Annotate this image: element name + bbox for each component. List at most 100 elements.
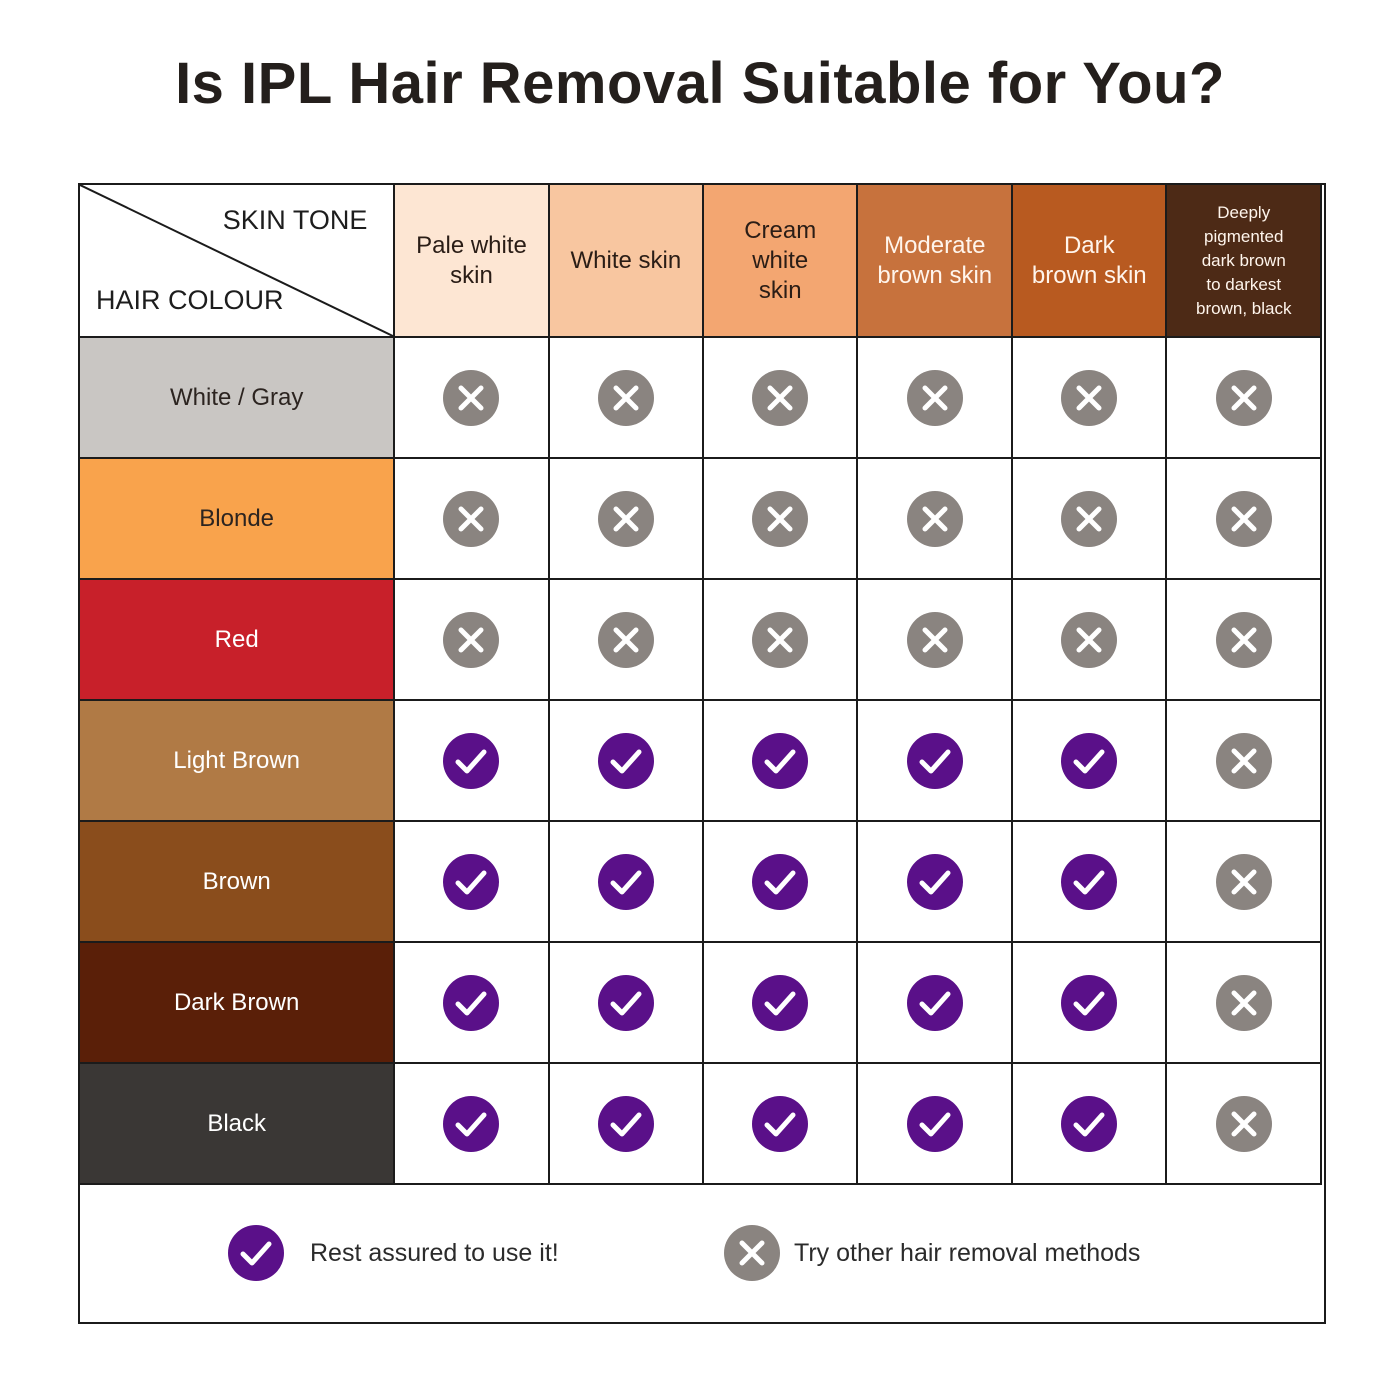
skin-tone-label-line: white bbox=[752, 246, 809, 274]
suitable-cell bbox=[856, 820, 1014, 943]
corner-header: SKIN TONE HAIR COLOUR bbox=[77, 183, 396, 338]
table-row: Light Brown bbox=[77, 699, 1322, 822]
hair-colour-label: Light Brown bbox=[173, 746, 301, 774]
check-circle-icon bbox=[443, 853, 500, 910]
cross-circle-icon bbox=[1215, 1095, 1272, 1152]
legend-unsuitable-text: Try other hair removal methods bbox=[794, 1238, 1141, 1267]
skin-tone-label-line: pigmented bbox=[1204, 226, 1284, 246]
diagonal-divider bbox=[81, 186, 393, 335]
suitable-cell bbox=[702, 699, 859, 822]
unsuitable-cell bbox=[1011, 578, 1168, 701]
hair-colour-swatch: Blonde bbox=[77, 457, 396, 580]
unsuitable-cell bbox=[393, 336, 550, 459]
skin-tone-header: Pale white skin bbox=[393, 183, 550, 338]
check-circle-icon bbox=[1061, 974, 1118, 1031]
unsuitable-cell bbox=[393, 457, 550, 580]
skin-tone-label-line: skin bbox=[758, 276, 802, 304]
suitability-chart: SKIN TONE HAIR COLOUR Pale white skin White … bbox=[77, 183, 1326, 1324]
suitable-cell bbox=[393, 1062, 550, 1185]
skin-tone-label-line: brown skin bbox=[1031, 261, 1147, 289]
cross-circle-icon bbox=[906, 611, 963, 668]
suitable-cell bbox=[1011, 699, 1168, 822]
suitable-cell bbox=[1011, 1062, 1168, 1185]
table-row: White / Gray bbox=[77, 336, 1322, 459]
cross-circle-icon bbox=[752, 611, 809, 668]
cross-circle-icon bbox=[597, 369, 654, 426]
skin-tone-header: Dark brown skin bbox=[1011, 183, 1168, 338]
table-row: Dark Brown bbox=[77, 941, 1322, 1064]
unsuitable-cell bbox=[702, 336, 859, 459]
cross-circle-icon bbox=[1061, 611, 1118, 668]
check-circle-icon bbox=[752, 853, 809, 910]
cross-circle-icon bbox=[906, 490, 963, 547]
suitable-cell bbox=[547, 1062, 705, 1185]
suitable-cell bbox=[1011, 941, 1168, 1064]
suitable-cell bbox=[702, 941, 859, 1064]
check-circle-icon bbox=[752, 1095, 809, 1152]
check-circle-icon bbox=[597, 1095, 654, 1152]
skin-tone-label-line: brown, black bbox=[1196, 298, 1292, 318]
check-circle-icon bbox=[1061, 1095, 1118, 1152]
skin-tone-label-line: Moderate bbox=[884, 231, 986, 259]
hair-colour-swatch: Dark Brown bbox=[77, 941, 396, 1064]
skin-tone-label-line: brown skin bbox=[877, 261, 993, 289]
suitable-cell bbox=[547, 820, 705, 943]
suitable-cell bbox=[393, 699, 550, 822]
skin-tone-header: Cream white skin bbox=[702, 183, 859, 338]
unsuitable-cell bbox=[1011, 336, 1168, 459]
suitable-cell bbox=[702, 820, 859, 943]
table-row: Brown bbox=[77, 820, 1322, 943]
check-circle-icon bbox=[597, 732, 654, 789]
legend-item-unsuitable: Try other hair removal methods bbox=[724, 1225, 1140, 1281]
suitable-cell bbox=[856, 1062, 1014, 1185]
suitable-cell bbox=[856, 699, 1014, 822]
cross-circle-icon bbox=[597, 611, 654, 668]
page-title: Is IPL Hair Removal Suitable for You? bbox=[175, 51, 1225, 116]
check-circle-icon bbox=[752, 732, 809, 789]
check-circle-icon bbox=[906, 853, 963, 910]
hair-colour-swatch: White / Gray bbox=[77, 336, 396, 459]
hair-colour-swatch: Brown bbox=[77, 820, 396, 943]
unsuitable-cell bbox=[393, 578, 550, 701]
unsuitable-cell bbox=[547, 336, 705, 459]
hair-colour-label: Red bbox=[214, 625, 259, 653]
unsuitable-cell bbox=[547, 578, 705, 701]
skin-tone-label-line: to darkest bbox=[1206, 274, 1282, 294]
cross-circle-icon bbox=[1061, 490, 1118, 547]
suitable-cell bbox=[1011, 820, 1168, 943]
suitable-cell bbox=[702, 1062, 859, 1185]
hair-colour-label: Black bbox=[207, 1109, 266, 1137]
skin-tone-header: Deeply pigmented dark brown to darkest brown… bbox=[1165, 183, 1322, 338]
unsuitable-cell bbox=[1165, 336, 1322, 459]
table-row: Red bbox=[77, 578, 1322, 701]
table-row: Black bbox=[77, 1062, 1322, 1185]
unsuitable-cell bbox=[1165, 820, 1322, 943]
cross-circle-icon bbox=[1215, 853, 1272, 910]
check-circle-icon bbox=[906, 732, 963, 789]
unsuitable-cell bbox=[1165, 457, 1322, 580]
check-circle-icon bbox=[1061, 853, 1118, 910]
unsuitable-cell bbox=[702, 457, 859, 580]
check-circle-icon bbox=[597, 853, 654, 910]
skin-tone-label-line: Dark bbox=[1063, 231, 1115, 259]
cross-circle-icon bbox=[1215, 732, 1272, 789]
cross-circle-icon bbox=[597, 490, 654, 547]
skin-tone-label-line: skin bbox=[450, 261, 493, 289]
hair-colour-swatch: Red bbox=[77, 578, 396, 701]
check-circle-icon bbox=[443, 1095, 500, 1152]
check-circle-icon bbox=[752, 974, 809, 1031]
skin-tone-label: SKIN TONE bbox=[222, 205, 368, 235]
check-circle-icon bbox=[443, 974, 500, 1031]
cross-circle-icon bbox=[443, 369, 500, 426]
skin-tone-label-line: Pale white bbox=[416, 231, 527, 259]
cross-circle-icon bbox=[443, 490, 500, 547]
suitable-cell bbox=[547, 699, 705, 822]
skin-tone-label-line: Cream bbox=[744, 216, 817, 244]
suitable-cell bbox=[393, 820, 550, 943]
hair-colour-label: Brown bbox=[202, 867, 271, 895]
cross-circle-icon bbox=[443, 611, 500, 668]
unsuitable-cell bbox=[1165, 1062, 1322, 1185]
legend: Rest assured to use it! Try other hair r… bbox=[80, 1185, 1324, 1324]
check-circle-icon bbox=[906, 1095, 963, 1152]
cross-circle-icon bbox=[752, 490, 809, 547]
